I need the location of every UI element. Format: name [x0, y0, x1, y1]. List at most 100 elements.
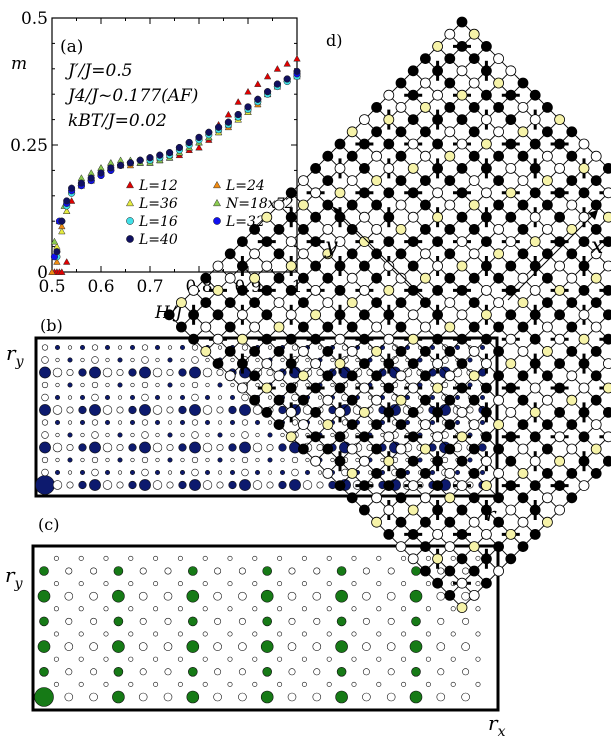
open-dot	[241, 431, 249, 439]
mid-dot	[128, 443, 137, 452]
spin-down-site	[529, 187, 541, 199]
spin-up-site	[371, 223, 383, 235]
small-open-dot	[280, 457, 285, 463]
small-open-dot	[53, 581, 59, 587]
spin-down-site	[310, 333, 322, 345]
canted-site	[542, 345, 553, 357]
spin-up-site	[566, 272, 578, 284]
open-dot	[462, 617, 470, 625]
spin-down-site	[480, 211, 492, 223]
spin-up-site	[578, 309, 590, 321]
canted-site	[322, 248, 334, 260]
spin-up-site	[419, 321, 431, 333]
mid-dot	[278, 405, 287, 415]
data-point	[283, 59, 291, 67]
spin-down-site	[529, 333, 541, 345]
small-open-dot	[103, 555, 109, 561]
spin-down-site	[542, 467, 553, 479]
spin-up-site	[578, 211, 590, 223]
small-open-dot	[326, 581, 332, 587]
small-open-dot	[55, 357, 60, 363]
spin-down-site	[590, 467, 602, 479]
small-dot	[67, 357, 73, 363]
open-dot	[241, 344, 249, 351]
small-dot	[230, 469, 236, 475]
small-dot	[267, 432, 273, 438]
spin-up-site	[578, 382, 590, 394]
spin-down-site	[444, 77, 456, 89]
open-dot	[116, 443, 124, 451]
open-dot	[466, 406, 474, 414]
spin-down-site	[554, 480, 565, 492]
small-open-dot	[450, 631, 456, 637]
small-dot	[429, 344, 435, 350]
small-dot	[54, 344, 60, 350]
canted-site	[407, 162, 419, 174]
spin-down-site	[395, 150, 407, 162]
open-dot	[152, 405, 163, 415]
chart-series	[48, 54, 301, 275]
canted-site	[395, 394, 407, 406]
canted-site	[395, 223, 407, 235]
spin-down-site	[224, 297, 236, 309]
open-dot	[64, 692, 74, 702]
small-open-dot	[317, 395, 323, 400]
spin-up-site	[554, 431, 565, 443]
spin-up-site	[407, 553, 419, 565]
spin-down-site	[456, 114, 468, 125]
open-dot	[266, 481, 274, 489]
spin-up-site	[432, 358, 444, 370]
spin-down-site	[383, 187, 395, 199]
small-open-dot	[317, 470, 323, 475]
small-open-dot	[376, 631, 382, 637]
spin-down-site	[273, 345, 285, 357]
open-dot	[191, 419, 199, 426]
open-dot	[138, 591, 148, 601]
small-open-dot	[205, 457, 210, 463]
canted-site	[261, 211, 273, 223]
spin-down-site	[358, 358, 370, 370]
data-point	[195, 133, 203, 141]
data-point	[62, 207, 71, 214]
small-open-dot	[53, 555, 59, 561]
open-dot	[216, 443, 224, 451]
spin-down-site	[273, 248, 285, 260]
spin-up-site	[529, 284, 541, 296]
small-open-dot	[67, 420, 73, 425]
open-dot	[216, 406, 224, 414]
panel-c-frame	[31, 544, 500, 712]
spin-down-site	[322, 175, 334, 187]
small-open-dot	[103, 656, 109, 662]
spin-down-site	[419, 467, 431, 479]
spin-down-site	[261, 284, 273, 296]
spin-down-site	[505, 309, 517, 321]
data-point	[107, 164, 115, 172]
spin-up-site	[346, 272, 358, 284]
spin-down-site	[419, 175, 431, 187]
open-dot	[141, 456, 149, 464]
small-open-dot	[252, 555, 258, 561]
spin-up-site	[517, 175, 529, 187]
canted-site	[285, 431, 297, 443]
spin-down-site	[407, 260, 419, 272]
spin-up-site	[517, 102, 529, 113]
small-dot	[167, 457, 173, 463]
small-open-dot	[277, 656, 283, 662]
open-dot	[313, 668, 321, 676]
spin-down-site	[566, 150, 578, 162]
spin-down-site	[493, 321, 505, 333]
spin-up-site	[395, 199, 407, 211]
small-open-dot	[425, 581, 431, 587]
spin-up-site	[554, 333, 565, 345]
spin-down-site	[529, 504, 541, 516]
small-open-dot	[277, 555, 283, 561]
spin-down-site	[188, 333, 200, 345]
open-dot	[386, 692, 396, 702]
open-dot	[141, 393, 149, 402]
open-dot	[139, 668, 147, 676]
open-dot	[437, 617, 445, 625]
small-open-dot	[326, 681, 332, 687]
data-point	[136, 156, 144, 164]
open-dot	[52, 442, 63, 453]
spin-down-site	[505, 553, 517, 565]
